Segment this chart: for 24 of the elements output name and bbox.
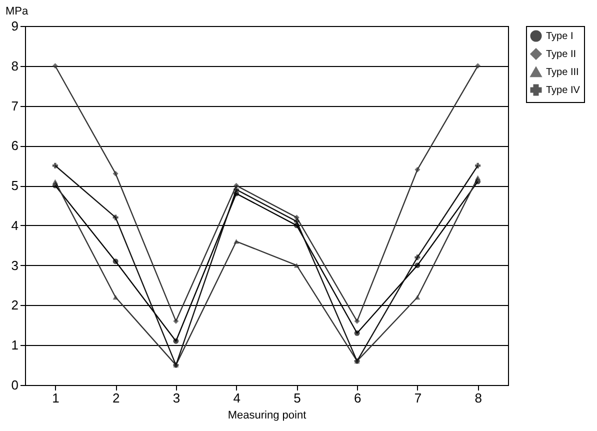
x-tick-label: 2 (112, 390, 120, 406)
y-tick-label: 1 (11, 338, 18, 353)
y-tick-label: 8 (11, 58, 18, 74)
x-tick-label: 6 (354, 390, 362, 406)
y-tick-label: 9 (11, 18, 18, 34)
x-tick-label: 1 (52, 390, 60, 406)
legend-label: Type IV (546, 85, 580, 96)
legend-label: Type II (546, 49, 576, 60)
y-axis-title: MPa (6, 6, 29, 18)
y-tick-label: 5 (11, 178, 18, 194)
x-tick-label: 5 (294, 390, 301, 406)
x-tick-label: 7 (414, 390, 422, 406)
x-tick-label: 4 (233, 390, 240, 406)
y-tick-label: 2 (11, 298, 18, 313)
x-tick-label: 8 (474, 390, 482, 406)
y-tick-label: 4 (11, 218, 18, 233)
y-tick-label: 3 (11, 258, 18, 273)
legend-label: Type III (546, 67, 579, 78)
x-axis-title: Measuring point (228, 410, 306, 422)
x-tick-label: 3 (172, 390, 180, 406)
y-tick-label: 0 (11, 378, 18, 392)
legend-label: Type I (546, 31, 574, 42)
y-tick-label: 7 (11, 98, 18, 114)
y-tick-label: 6 (11, 138, 18, 154)
